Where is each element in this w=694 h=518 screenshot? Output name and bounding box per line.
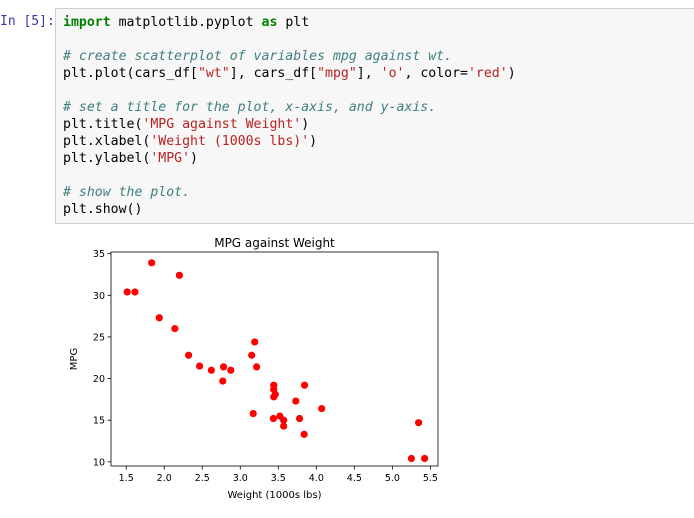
code-token: plt.title( bbox=[63, 117, 143, 132]
code-token: 'red' bbox=[467, 66, 508, 81]
code-token: 'Weight (1000s lbs)' bbox=[150, 134, 310, 149]
code-token: "mpg" bbox=[317, 66, 357, 81]
data-point bbox=[270, 393, 278, 401]
data-point bbox=[171, 325, 179, 333]
code-line bbox=[63, 167, 687, 184]
code-line: plt.title('MPG against Weight') bbox=[63, 116, 687, 133]
data-point bbox=[300, 381, 309, 389]
y-tick-label: 25 bbox=[93, 332, 105, 343]
code-line bbox=[63, 82, 687, 99]
x-tick-label: 1.5 bbox=[119, 473, 134, 484]
code-token: ) bbox=[507, 66, 516, 81]
code-token: 'o' bbox=[380, 66, 405, 81]
data-point bbox=[415, 419, 423, 427]
data-point bbox=[227, 366, 235, 374]
code-token: , color= bbox=[404, 66, 468, 81]
code-line: # show the plot. bbox=[63, 184, 687, 201]
code-editor[interactable]: import matplotlib.pyplot as plt # create… bbox=[56, 9, 694, 223]
code-token: plt.show() bbox=[63, 202, 143, 217]
code-token: # create scatterplot of variables mpg ag… bbox=[63, 49, 453, 64]
data-point bbox=[407, 454, 415, 463]
data-point bbox=[248, 351, 256, 359]
y-tick-label: 35 bbox=[93, 249, 105, 260]
chart-title: MPG against Weight bbox=[214, 236, 335, 250]
data-point bbox=[251, 338, 259, 346]
y-axis: 10 15 20 25 30 35 bbox=[93, 249, 111, 468]
code-token: ) bbox=[309, 134, 318, 149]
x-tick-label: 3.5 bbox=[271, 473, 286, 484]
data-point bbox=[184, 351, 193, 359]
code-token: ) bbox=[190, 151, 198, 166]
data-point bbox=[249, 409, 257, 418]
x-tick-label: 2.0 bbox=[157, 473, 172, 484]
code-token: ], cars_df[ bbox=[229, 66, 318, 81]
code-line: # create scatterplot of variables mpg ag… bbox=[63, 48, 687, 65]
x-axis: 1.5 2.0 2.5 3.0 3.5 4.0 4.5 5.0 5.5 bbox=[119, 466, 438, 484]
data-point bbox=[253, 363, 261, 371]
scatter-chart: MPG against Weight 1.5 2.0 2.5 3.0 3.5 4.0 4.5… bbox=[69, 236, 439, 501]
data-point bbox=[155, 314, 163, 322]
x-tick-label: 3.0 bbox=[233, 473, 248, 484]
data-point bbox=[175, 271, 184, 279]
code-line: plt.plot(cars_df["wt"], cars_df["mpg"], … bbox=[63, 65, 687, 82]
cell-prompt: In [5]: bbox=[0, 14, 55, 29]
x-tick-label: 5.5 bbox=[423, 473, 438, 484]
y-tick-label: 30 bbox=[93, 291, 105, 302]
code-line: # set a title for the plot, x-axis, and … bbox=[63, 99, 687, 116]
y-axis-label: MPG bbox=[69, 348, 80, 370]
data-point bbox=[280, 422, 288, 430]
data-point bbox=[270, 381, 278, 389]
code-token: ], bbox=[356, 66, 381, 81]
x-tick-label: 4.0 bbox=[309, 473, 324, 484]
code-token: plt.xlabel( bbox=[63, 134, 151, 149]
code-token: matplotlib.pyplot bbox=[110, 15, 262, 30]
code-line: import matplotlib.pyplot as plt bbox=[63, 14, 687, 31]
y-tick-label: 20 bbox=[93, 374, 105, 385]
data-point bbox=[219, 363, 228, 371]
code-token: as bbox=[261, 15, 278, 30]
y-tick-label: 10 bbox=[93, 457, 105, 468]
data-point bbox=[148, 259, 156, 267]
data-point bbox=[207, 366, 215, 374]
code-line bbox=[63, 31, 687, 48]
code-token: # set a title for the plot, x-axis, and … bbox=[63, 100, 437, 115]
code-line: plt.ylabel('MPG') bbox=[63, 150, 687, 167]
code-token: import bbox=[63, 15, 111, 30]
data-point bbox=[123, 288, 131, 296]
data-point bbox=[219, 377, 227, 385]
data-point bbox=[318, 404, 326, 413]
data-point bbox=[269, 414, 277, 423]
code-token: "wt" bbox=[197, 66, 230, 81]
data-point bbox=[195, 362, 204, 370]
code-token: plt.ylabel( bbox=[63, 151, 151, 166]
x-tick-label: 5.0 bbox=[385, 473, 400, 484]
code-token: 'MPG against Weight' bbox=[142, 117, 302, 132]
code-token: 'MPG' bbox=[150, 151, 191, 166]
data-point bbox=[292, 397, 300, 405]
data-point bbox=[421, 454, 429, 463]
x-tick-label: 4.5 bbox=[347, 473, 362, 484]
data-point bbox=[295, 414, 304, 423]
code-cell-input[interactable]: import matplotlib.pyplot as plt # create… bbox=[55, 8, 694, 224]
code-line: plt.show() bbox=[63, 201, 687, 218]
y-tick-label: 15 bbox=[93, 416, 105, 427]
data-point bbox=[131, 288, 139, 296]
plot-area bbox=[110, 251, 439, 467]
cell-output: MPG against Weight 1.5 2.0 2.5 3.0 3.5 4.0 4.5… bbox=[55, 230, 455, 514]
data-point bbox=[280, 416, 288, 424]
x-axis-label: Weight (1000s lbs) bbox=[228, 490, 322, 501]
data-point bbox=[300, 430, 308, 438]
x-tick-label: 2.5 bbox=[195, 473, 210, 484]
code-token: plt.plot(cars_df[ bbox=[63, 66, 198, 81]
code-token: # show the plot. bbox=[63, 185, 191, 200]
code-token: ) bbox=[301, 117, 310, 132]
data-points bbox=[123, 259, 429, 463]
code-token: plt bbox=[277, 15, 310, 30]
code-line: plt.xlabel('Weight (1000s lbs)') bbox=[63, 133, 687, 150]
